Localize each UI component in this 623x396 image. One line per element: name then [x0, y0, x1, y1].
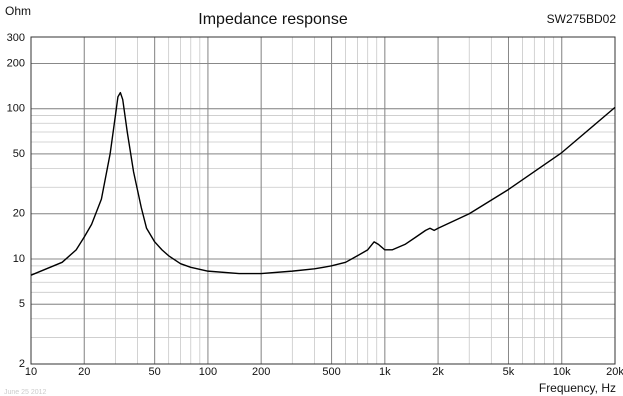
x-tick-label: 10: [25, 366, 37, 378]
y-tick-label: 10: [13, 253, 25, 265]
x-tick-label: 20: [78, 366, 90, 378]
y-tick-label: 20: [13, 208, 25, 220]
impedance-line: [30, 91, 616, 276]
plot-frame: [30, 36, 616, 365]
x-axis-label: Frequency, Hz: [539, 381, 616, 395]
x-tick-label: 50: [149, 366, 161, 378]
x-tick-label: 20k: [606, 366, 623, 378]
chart-title: Impedance response: [198, 11, 348, 28]
y-axis-label: Ohm: [5, 4, 31, 18]
x-tick-label: 5k: [503, 366, 515, 378]
y-tick-label: 50: [13, 148, 25, 160]
x-tick-label: 100: [199, 366, 217, 378]
y-tick-label: 200: [7, 57, 25, 69]
y-tick-label: 100: [7, 103, 25, 115]
x-tick-label: 2k: [432, 366, 444, 378]
chart-subtitle: SW275BD02: [547, 12, 617, 26]
y-tick-label: 2: [19, 358, 25, 370]
x-tick-label: 500: [322, 366, 340, 378]
y-tick-label: 5: [19, 298, 25, 310]
x-tick-label: 200: [252, 366, 270, 378]
x-tick-label: 10k: [553, 366, 571, 378]
x-tick-label: 1k: [379, 366, 391, 378]
date-annotation: June 25 2012: [4, 389, 47, 396]
y-tick-label: 300: [7, 32, 25, 44]
